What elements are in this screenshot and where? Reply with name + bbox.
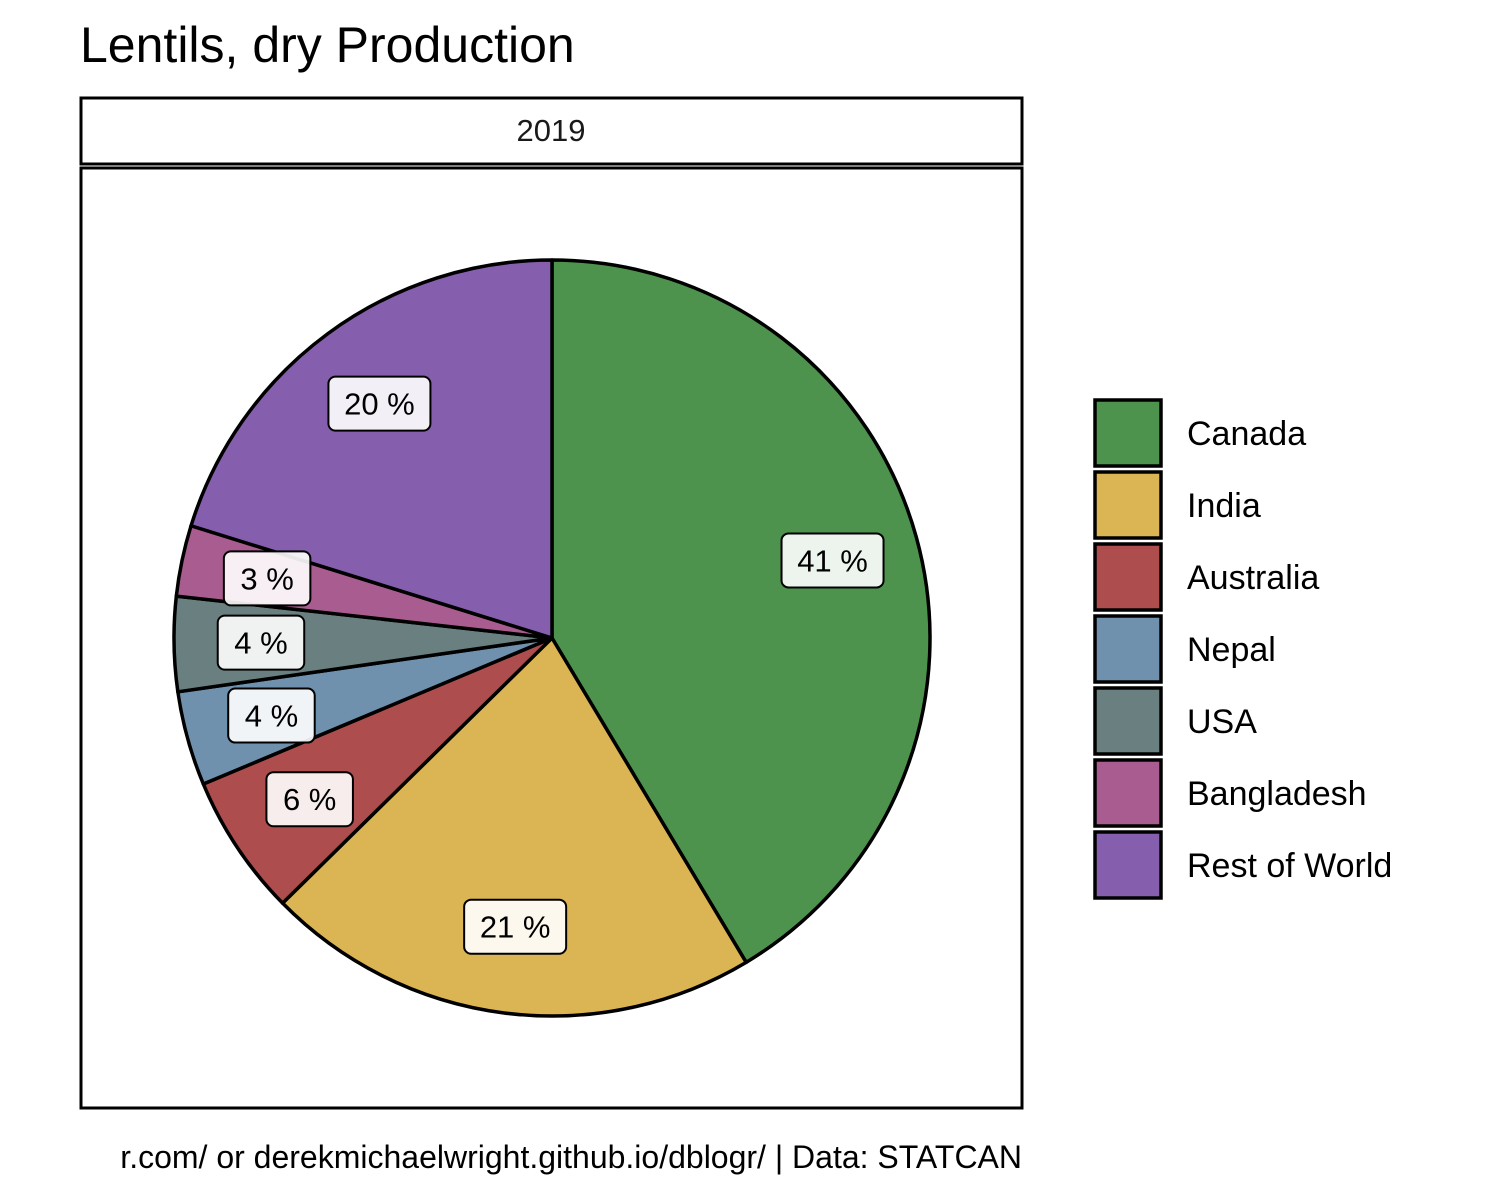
pie-slices — [172, 258, 932, 1018]
slice-label-box-australia — [265, 771, 354, 828]
slice-label-box-usa — [216, 614, 306, 671]
pie-slice-rest-of-world — [189, 258, 554, 640]
slice-label-india: 21 % — [480, 910, 551, 945]
slice-label-box-nepal — [227, 687, 316, 744]
slice-label-box-india — [463, 898, 568, 955]
chart-title: Lentils, dry Production — [80, 17, 575, 73]
chart-caption: r.com/ or derekmichaelwright.github.io/d… — [120, 1139, 1022, 1175]
legend-key-usa — [1093, 686, 1163, 756]
slice-label-box-bangladesh — [222, 550, 312, 607]
slice-label-bangladesh: 3 % — [240, 561, 293, 596]
legend-label-nepal: Nepal — [1187, 631, 1276, 669]
pie-slice-india — [280, 636, 748, 1018]
legend-label-bangladesh: Bangladesh — [1187, 775, 1367, 813]
legend-key-rest-of-world — [1093, 830, 1163, 900]
slice-labels: 41 % 21 % 6 % 4 % 4 % 3 % 20 % — [216, 375, 885, 955]
facet-strip — [79, 96, 1024, 166]
slice-label-canada: 41 % — [797, 543, 868, 578]
legend-key-india — [1093, 470, 1163, 540]
slice-label-box-rest-of-world — [327, 375, 432, 432]
pie-slice-canada — [550, 258, 932, 965]
slice-label-australia: 6 % — [283, 782, 336, 817]
legend-key-bangladesh — [1093, 758, 1163, 828]
legend: Canada India Australia Nepal USA Bangladesh Re… — [1093, 398, 1392, 900]
legend-label-canada: Canada — [1187, 415, 1306, 453]
legend-key-canada — [1093, 398, 1163, 468]
legend-label-india: India — [1187, 487, 1261, 525]
slice-label-rest-of-world: 20 % — [344, 387, 415, 422]
facet-label: 2019 — [517, 113, 586, 148]
slice-label-nepal: 4 % — [245, 699, 298, 734]
legend-label-usa: USA — [1187, 703, 1257, 741]
legend-key-australia — [1093, 542, 1163, 612]
legend-label-australia: Australia — [1187, 559, 1319, 597]
legend-label-rest-of-world: Rest of World — [1187, 847, 1392, 885]
legend-key-nepal — [1093, 614, 1163, 684]
slice-label-usa: 4 % — [234, 626, 287, 661]
slice-label-box-canada — [780, 532, 885, 589]
pie-slice-australia — [201, 636, 554, 905]
